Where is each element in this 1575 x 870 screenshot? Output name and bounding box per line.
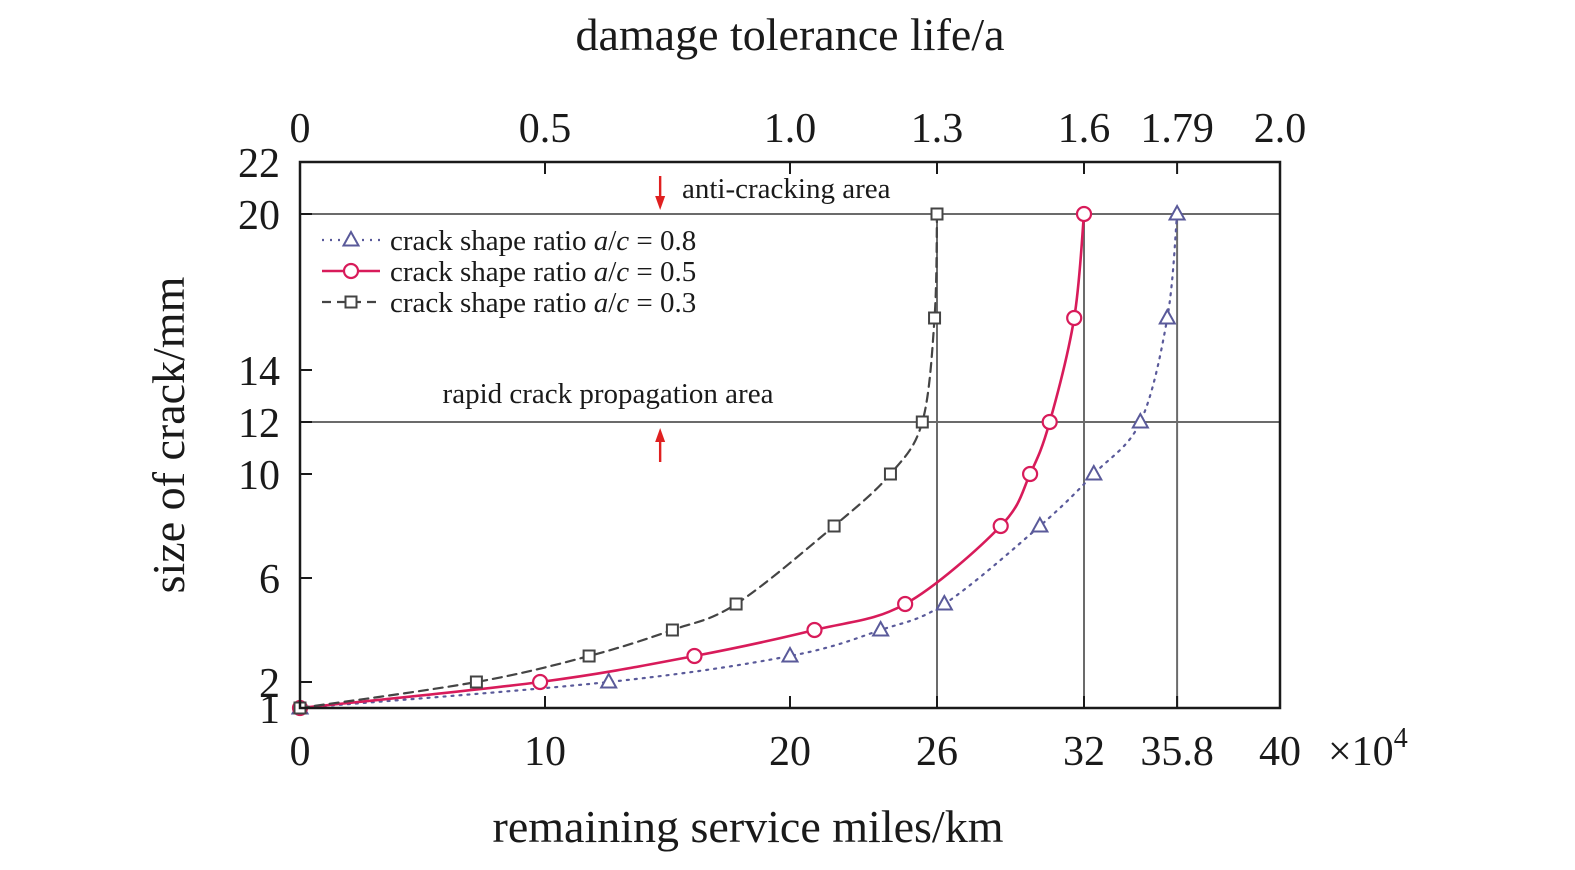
legend-var2: c bbox=[616, 225, 629, 257]
legend-var2: c bbox=[616, 256, 629, 288]
legend-prefix: crack shape ratio bbox=[390, 287, 594, 319]
x-axis-title: remaining service miles/km bbox=[493, 801, 1004, 852]
x-multiplier-base: ×10 bbox=[1328, 729, 1394, 775]
data-point-square bbox=[827, 519, 841, 533]
annotation-rapid-propagation: rapid crack propagation area bbox=[443, 378, 774, 410]
y-tick-label: 2 bbox=[259, 661, 280, 707]
y-tick-label: 10 bbox=[238, 453, 280, 499]
x-tick-label: 32 bbox=[1063, 729, 1105, 775]
annotations: anti-cracking area rapid crack propagatio… bbox=[443, 173, 891, 462]
data-point-circle bbox=[1066, 309, 1083, 327]
x-multiplier-exp: 4 bbox=[1394, 723, 1408, 754]
top-axis-title: damage tolerance life/a bbox=[575, 9, 1004, 60]
top-tick-label: 1.0 bbox=[764, 106, 817, 152]
x-multiplier: ×104 bbox=[1328, 723, 1408, 775]
data-point-circle bbox=[1075, 205, 1093, 223]
legend-marker-square bbox=[344, 295, 358, 309]
legend-var: a bbox=[594, 287, 609, 319]
legend-value: = 0.3 bbox=[629, 287, 696, 319]
data-point-circle bbox=[1041, 413, 1058, 431]
y-axis-title: size of crack/mm bbox=[143, 276, 194, 593]
series-circle bbox=[291, 205, 1093, 717]
data-point-triangle bbox=[935, 593, 954, 611]
data-point-triangle bbox=[780, 645, 800, 663]
legend-label: crack shape ratio a/c = 0.8 bbox=[390, 225, 696, 257]
series-line-triangle bbox=[298, 212, 1179, 710]
y-tick-label: 14 bbox=[238, 349, 280, 395]
top-tick-label: 0 bbox=[290, 106, 311, 152]
x-tick-label: 0 bbox=[290, 729, 311, 775]
series-line-square bbox=[298, 212, 939, 710]
data-point-square bbox=[915, 415, 929, 429]
data-point-triangle bbox=[871, 619, 890, 637]
top-tick-label: 1.79 bbox=[1140, 106, 1214, 152]
reference-lines bbox=[300, 213, 1280, 708]
x-tick-label: 26 bbox=[916, 729, 958, 775]
data-point-circle bbox=[531, 673, 549, 691]
legend-label: crack shape ratio a/c = 0.5 bbox=[390, 256, 696, 288]
legend-marker-triangle bbox=[341, 229, 361, 247]
series-triangle bbox=[290, 203, 1187, 715]
top-tick-label: 1.3 bbox=[911, 106, 964, 152]
data-point-circle bbox=[992, 517, 1009, 535]
data-point-square bbox=[665, 623, 679, 637]
legend-label: crack shape ratio a/c = 0.3 bbox=[390, 287, 696, 319]
data-point-circle bbox=[686, 647, 703, 665]
x-tick-label: 40 bbox=[1259, 729, 1301, 775]
data-point-triangle bbox=[599, 671, 618, 689]
data-point-square bbox=[930, 207, 944, 221]
data-point-triangle bbox=[1158, 307, 1177, 325]
legend-var: a bbox=[594, 256, 609, 288]
legend-slash: / bbox=[608, 287, 617, 319]
y-tick-label: 22 bbox=[238, 141, 280, 187]
x-tick-label: 20 bbox=[769, 729, 811, 775]
data-point-circle bbox=[806, 621, 823, 639]
y-tick-label: 20 bbox=[238, 193, 280, 239]
y-tick-label: 6 bbox=[259, 557, 280, 603]
y-tick-label: 12 bbox=[238, 401, 280, 447]
legend-value: = 0.5 bbox=[629, 256, 696, 288]
data-point-square bbox=[729, 597, 743, 611]
top-tick-label: 1.6 bbox=[1058, 106, 1111, 152]
legend-slash: / bbox=[608, 256, 617, 288]
legend-slash: / bbox=[608, 225, 617, 257]
legend-value: = 0.8 bbox=[629, 225, 696, 257]
x-tick-label: 35.8 bbox=[1140, 729, 1214, 775]
legend-var2: c bbox=[616, 287, 629, 319]
legend-marker-circle bbox=[342, 262, 360, 280]
series-layer bbox=[290, 203, 1187, 717]
data-point-square bbox=[928, 311, 942, 325]
data-point-square bbox=[469, 675, 483, 689]
annotation-anti-cracking: anti-cracking area bbox=[682, 173, 891, 205]
data-point-square bbox=[582, 649, 596, 663]
arrow-up-head-icon bbox=[655, 428, 666, 442]
x-tick-label: 10 bbox=[524, 729, 566, 775]
data-point-circle bbox=[897, 595, 914, 613]
data-point-triangle bbox=[1084, 463, 1103, 481]
top-tick-label: 2.0 bbox=[1254, 106, 1307, 152]
data-point-circle bbox=[1021, 465, 1039, 483]
legend-prefix: crack shape ratio bbox=[390, 225, 594, 257]
y-tick-label: 1 bbox=[259, 687, 280, 733]
data-point-triangle bbox=[1131, 411, 1150, 429]
data-point-triangle bbox=[1030, 515, 1050, 533]
top-tick-label: 0.5 bbox=[519, 106, 572, 152]
data-point-square bbox=[883, 467, 897, 481]
ticks-layer: 0 10 20 26 32 35.8 400 0.5 1.0 1.3 1.6 1.79 2.012610… bbox=[238, 106, 1306, 775]
data-point-triangle bbox=[1167, 203, 1187, 221]
legend-var: a bbox=[594, 225, 609, 257]
legend-prefix: crack shape ratio bbox=[390, 256, 594, 288]
arrow-down-head-icon bbox=[655, 196, 666, 210]
